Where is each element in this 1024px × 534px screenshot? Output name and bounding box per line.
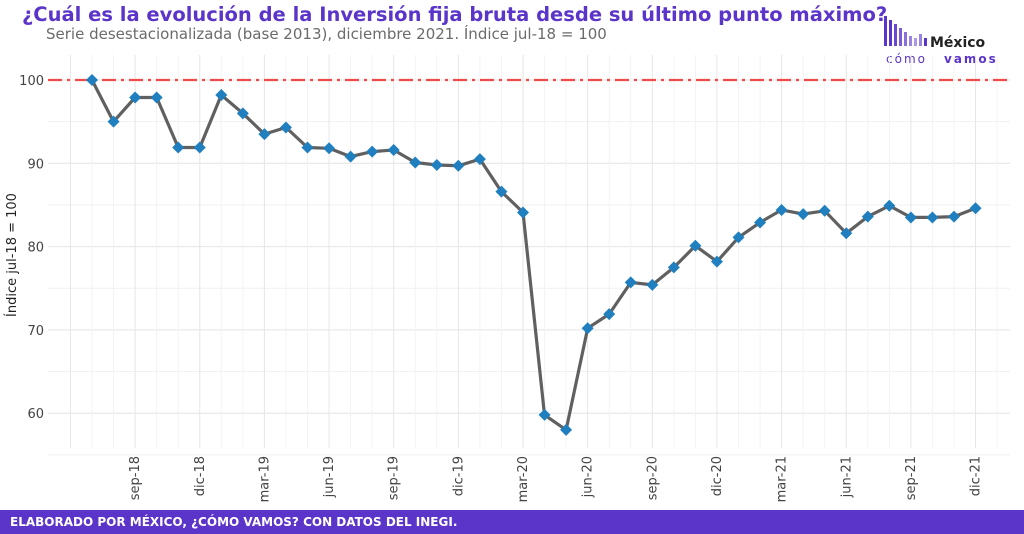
data-point-ene-20: [473, 153, 486, 166]
data-point-abr-21: [797, 208, 810, 221]
x-tick-label: jun-21: [839, 456, 854, 498]
x-tick-label: dic-18: [193, 456, 208, 496]
y-axis-label: Índice jul-18 = 100: [4, 193, 20, 317]
data-point-dic-20: [710, 255, 723, 268]
chart-subtitle: Serie desestacionalizada (base 2013), di…: [46, 25, 607, 43]
x-axis-ticks: sep-18 dic-18 mar-19 jun-19 sep-19 dic-19 mar-…: [128, 456, 983, 502]
data-point-nov-19: [430, 158, 443, 171]
data-point-oct-18: [150, 91, 163, 104]
data-point-abr-20: [538, 408, 551, 421]
data-point-mar-21: [775, 203, 788, 216]
logo-bars-icon: [884, 16, 927, 46]
data-point-nov-20: [689, 239, 702, 252]
data-point-feb-20: [495, 185, 508, 198]
data-point-ago-20: [624, 276, 637, 289]
x-tick-label: mar-19: [257, 456, 272, 502]
data-point-may-20: [560, 423, 573, 436]
series-line: [90, 79, 977, 432]
logo-tagline-light: cómo: [886, 52, 927, 66]
data-point-oct-19: [409, 156, 422, 169]
data-point-jul-19: [344, 150, 357, 163]
x-tick-label: mar-20: [516, 456, 531, 502]
x-tick-label: mar-21: [775, 456, 790, 502]
data-point-may-21: [818, 204, 831, 217]
x-tick-label: sep-20: [645, 456, 660, 500]
data-point-mar-20: [517, 206, 529, 219]
data-point-may-19: [301, 141, 314, 154]
grid: [48, 55, 1010, 456]
x-tick-label: dic-20: [710, 456, 725, 496]
data-point-dic-21: [969, 202, 982, 215]
y-axis-ticks: 60 70 80 90 100: [19, 74, 44, 422]
x-tick-label: sep-18: [128, 456, 143, 500]
data-point-feb-21: [754, 216, 767, 229]
data-point-ago-21: [883, 199, 896, 212]
data-point-jul-21: [861, 210, 874, 223]
logo-name: México: [930, 35, 986, 51]
data-point-jul-18: [86, 74, 98, 86]
x-tick-label: jun-20: [581, 456, 596, 498]
data-point-dic-19: [452, 159, 465, 172]
y-tick-label: 80: [27, 241, 44, 256]
chart-title: ¿Cuál es la evolución de la Inversión fi…: [22, 3, 888, 26]
data-point-abr-19: [279, 121, 292, 134]
x-tick-label: jun-19: [322, 456, 337, 498]
data-point-sep-18: [129, 91, 142, 104]
data-point-ago-18: [107, 115, 120, 128]
footer-credit: ELABORADO POR MÉXICO, ¿CÓMO VAMOS? CON D…: [10, 515, 458, 529]
footer-bar: ELABORADO POR MÉXICO, ¿CÓMO VAMOS? CON D…: [0, 510, 1024, 534]
data-point-jun-20: [581, 322, 594, 335]
x-tick-label: sep-21: [904, 456, 919, 500]
data-point-sep-21: [904, 211, 917, 224]
data-point-oct-21: [926, 211, 939, 224]
data-point-ene-21: [732, 231, 745, 244]
data-points: [86, 74, 982, 436]
data-point-mar-19: [258, 128, 271, 141]
data-point-feb-19: [236, 107, 249, 120]
data-point-jun-19: [323, 142, 336, 155]
data-point-sep-20: [646, 278, 659, 291]
data-point-jun-21: [840, 227, 853, 240]
x-tick-label: dic-19: [451, 456, 466, 496]
x-tick-label: dic-21: [969, 456, 984, 496]
y-tick-label: 90: [27, 157, 44, 172]
data-point-nov-18: [172, 141, 185, 154]
y-tick-label: 70: [27, 324, 44, 339]
data-point-nov-21: [948, 210, 960, 223]
logo-tagline-bold: vamos: [944, 52, 998, 66]
mexico-como-vamos-logo: México cómo vamos: [884, 16, 998, 66]
x-tick-label: sep-19: [387, 456, 402, 500]
y-tick-label: 60: [27, 407, 44, 422]
data-point-sep-19: [387, 143, 400, 156]
y-tick-label: 100: [19, 74, 44, 89]
data-point-dic-18: [193, 141, 206, 154]
data-point-ene-19: [215, 88, 228, 101]
data-point-jul-20: [603, 308, 616, 321]
data-point-ago-19: [366, 145, 379, 158]
data-point-oct-20: [667, 261, 680, 274]
